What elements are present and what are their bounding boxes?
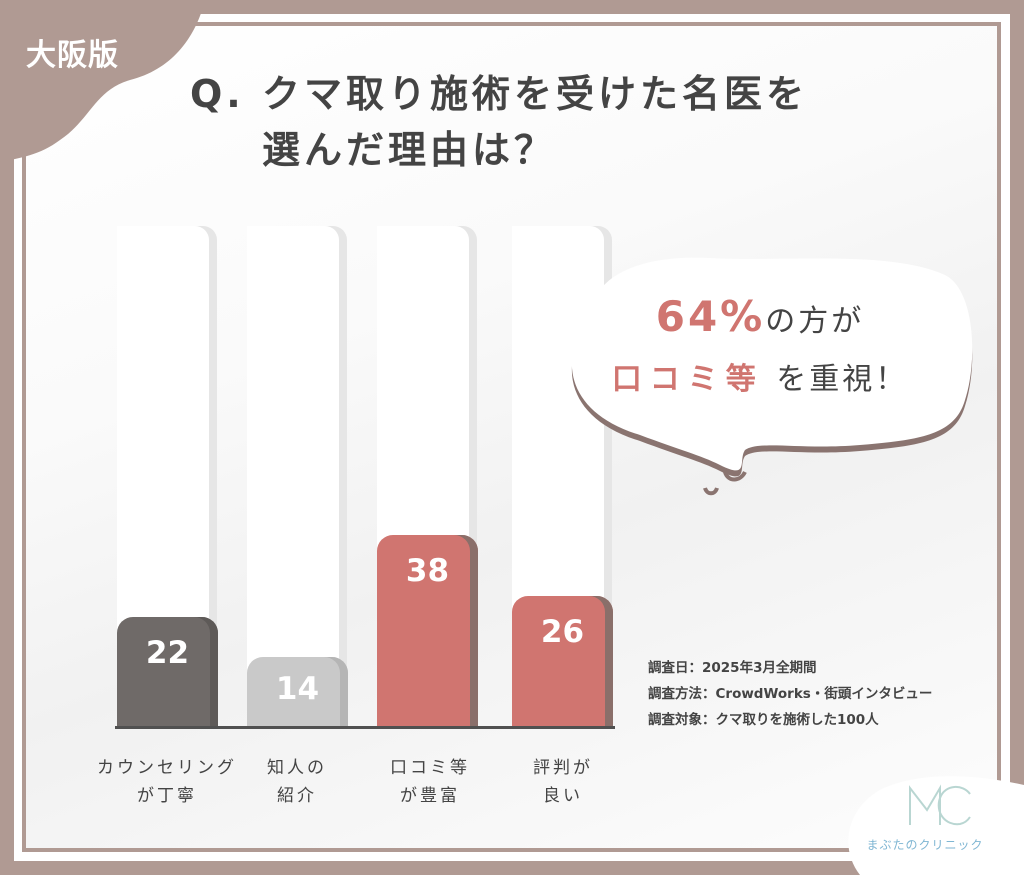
bar-referral: 14	[247, 657, 348, 728]
survey-method: 調査方法：CrowdWorks・街頭インタビュー	[648, 686, 933, 702]
clinic-logo-mark	[909, 784, 971, 826]
title-line-2: 選んだ理由は？	[262, 128, 557, 172]
x-axis-baseline	[115, 726, 615, 729]
callout-highlight: 口コミ等	[611, 362, 764, 397]
x-label-line: カウンセリング	[97, 758, 237, 778]
bar-value: 14	[275, 671, 320, 707]
survey-date: 調査日：2025年3月全期間	[648, 660, 817, 676]
x-label-counseling: カウンセリング が丁寧	[87, 754, 247, 810]
region-tag: 大阪版	[26, 38, 119, 73]
corner-wave-decoration	[0, 0, 205, 162]
callout-line-1: 64%の方が	[570, 288, 950, 351]
callout-line1-suffix: の方が	[765, 304, 865, 339]
x-label-reputation: 評判が 良い	[483, 754, 643, 810]
callout-percent: 64%	[655, 292, 766, 341]
bar-track	[247, 226, 347, 728]
bar-value: 22	[145, 635, 190, 671]
x-label-line: が丁寧	[137, 786, 197, 806]
x-label-referral: 知人の 紹介	[217, 754, 377, 810]
chart-title: Q. クマ取り施術を受けた名医を 選んだ理由は？	[190, 66, 910, 178]
bar-value: 26	[540, 614, 585, 650]
x-label-line: 紹介	[277, 786, 317, 806]
callout-text: 64%の方が 口コミ等 を重視！	[570, 288, 950, 409]
x-label-reviews: 口コミ等 が豊富	[350, 754, 510, 810]
bar-reviews: 38	[377, 535, 478, 728]
x-label-line: が豊富	[400, 786, 460, 806]
logo-background	[848, 776, 1024, 875]
x-label-line: 口コミ等	[390, 758, 470, 778]
survey-info: 調査日：2025年3月全期間 調査方法：CrowdWorks・街頭インタビュー …	[648, 655, 932, 733]
x-label-line: 評判が	[533, 758, 593, 778]
bar-reputation: 26	[512, 596, 613, 728]
callout-line2-suffix: を重視！	[776, 362, 909, 397]
x-label-line: 良い	[543, 786, 583, 806]
bar-counseling: 22	[117, 617, 218, 728]
bar-value: 38	[405, 553, 450, 589]
x-label-line: 知人の	[267, 758, 327, 778]
speech-bubble	[571, 257, 973, 496]
clinic-logo-name: まぶたのクリニック	[866, 838, 984, 852]
title-line-1: Q. クマ取り施術を受けた名医を	[190, 72, 808, 116]
callout-line-2: 口コミ等 を重視！	[570, 351, 950, 409]
survey-subject: 調査対象：クマ取りを施術した100人	[648, 712, 879, 728]
